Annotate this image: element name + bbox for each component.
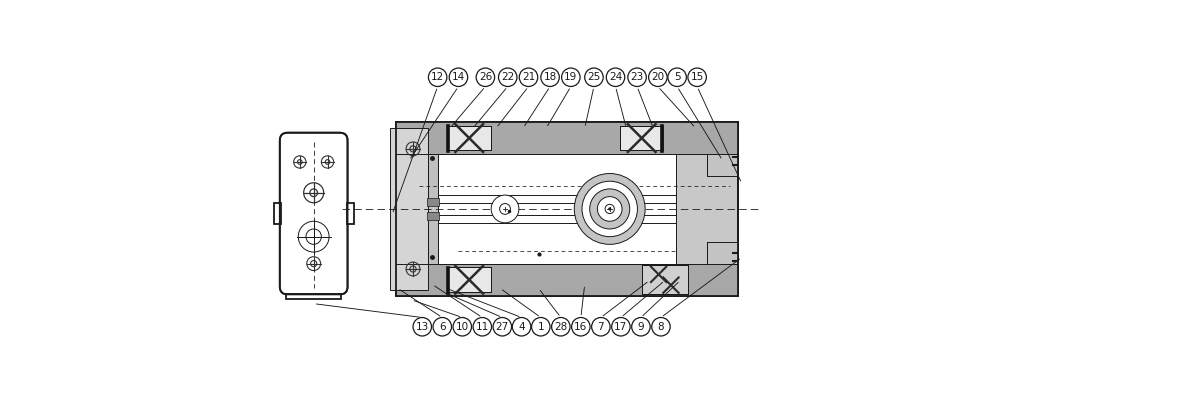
Circle shape — [449, 68, 467, 86]
Circle shape — [413, 318, 431, 336]
Polygon shape — [429, 213, 438, 264]
Circle shape — [540, 68, 559, 86]
Text: 14: 14 — [452, 72, 465, 82]
Bar — [448, 268, 491, 292]
Bar — [660, 124, 664, 152]
Circle shape — [491, 195, 519, 223]
Text: 11: 11 — [476, 322, 489, 332]
Bar — [448, 126, 491, 150]
Circle shape — [574, 174, 646, 244]
Bar — [397, 122, 738, 296]
Bar — [286, 294, 341, 299]
Bar — [438, 154, 677, 264]
Circle shape — [494, 318, 512, 336]
Text: 16: 16 — [574, 322, 587, 332]
Text: 1: 1 — [538, 322, 544, 332]
Circle shape — [532, 318, 550, 336]
Text: 24: 24 — [609, 72, 622, 82]
Text: 22: 22 — [501, 72, 514, 82]
Text: 20: 20 — [652, 72, 665, 82]
Circle shape — [453, 318, 472, 336]
Bar — [389, 128, 429, 290]
Text: 23: 23 — [630, 72, 643, 82]
Circle shape — [628, 68, 646, 86]
Bar — [707, 242, 738, 264]
Text: 13: 13 — [416, 322, 429, 332]
Text: 5: 5 — [673, 72, 680, 82]
Circle shape — [498, 68, 518, 86]
Circle shape — [609, 207, 611, 210]
Circle shape — [473, 318, 491, 336]
Text: 8: 8 — [658, 322, 664, 332]
Circle shape — [589, 189, 630, 229]
Circle shape — [562, 68, 580, 86]
Bar — [426, 212, 440, 220]
Text: 18: 18 — [544, 72, 557, 82]
Circle shape — [476, 68, 495, 86]
Text: 19: 19 — [564, 72, 577, 82]
Bar — [448, 268, 491, 292]
Bar — [426, 198, 440, 206]
Circle shape — [648, 68, 667, 86]
Bar — [707, 154, 738, 176]
Bar — [642, 265, 688, 294]
Text: 26: 26 — [479, 72, 492, 82]
Text: 10: 10 — [455, 322, 468, 332]
FancyBboxPatch shape — [280, 133, 347, 294]
Bar — [621, 126, 664, 150]
Circle shape — [429, 68, 447, 86]
Bar — [642, 265, 688, 294]
Text: 12: 12 — [431, 72, 444, 82]
Text: 25: 25 — [587, 72, 600, 82]
Circle shape — [606, 68, 624, 86]
Circle shape — [688, 68, 707, 86]
Text: 21: 21 — [522, 72, 536, 82]
Circle shape — [432, 318, 452, 336]
Bar — [448, 126, 491, 150]
Circle shape — [551, 318, 570, 336]
Circle shape — [585, 68, 604, 86]
Bar — [397, 264, 738, 296]
Circle shape — [513, 318, 531, 336]
Circle shape — [519, 68, 538, 86]
Bar — [273, 203, 280, 224]
Circle shape — [571, 318, 591, 336]
Bar — [346, 203, 353, 224]
Bar — [397, 122, 738, 154]
Circle shape — [631, 318, 651, 336]
Polygon shape — [429, 154, 438, 205]
Text: 15: 15 — [690, 72, 703, 82]
Circle shape — [500, 204, 510, 214]
Circle shape — [605, 204, 615, 214]
Text: 4: 4 — [519, 322, 525, 332]
Text: 27: 27 — [496, 322, 509, 332]
Circle shape — [612, 318, 630, 336]
Bar — [397, 122, 738, 296]
Text: 17: 17 — [615, 322, 628, 332]
Bar — [446, 266, 449, 294]
Text: 9: 9 — [637, 322, 645, 332]
Text: 7: 7 — [598, 322, 604, 332]
Circle shape — [582, 181, 637, 237]
Text: 6: 6 — [438, 322, 446, 332]
Text: 28: 28 — [555, 322, 568, 332]
Bar — [621, 126, 664, 150]
Circle shape — [652, 318, 670, 336]
Circle shape — [592, 318, 610, 336]
Circle shape — [598, 197, 622, 221]
Bar — [446, 124, 449, 152]
Circle shape — [667, 68, 686, 86]
